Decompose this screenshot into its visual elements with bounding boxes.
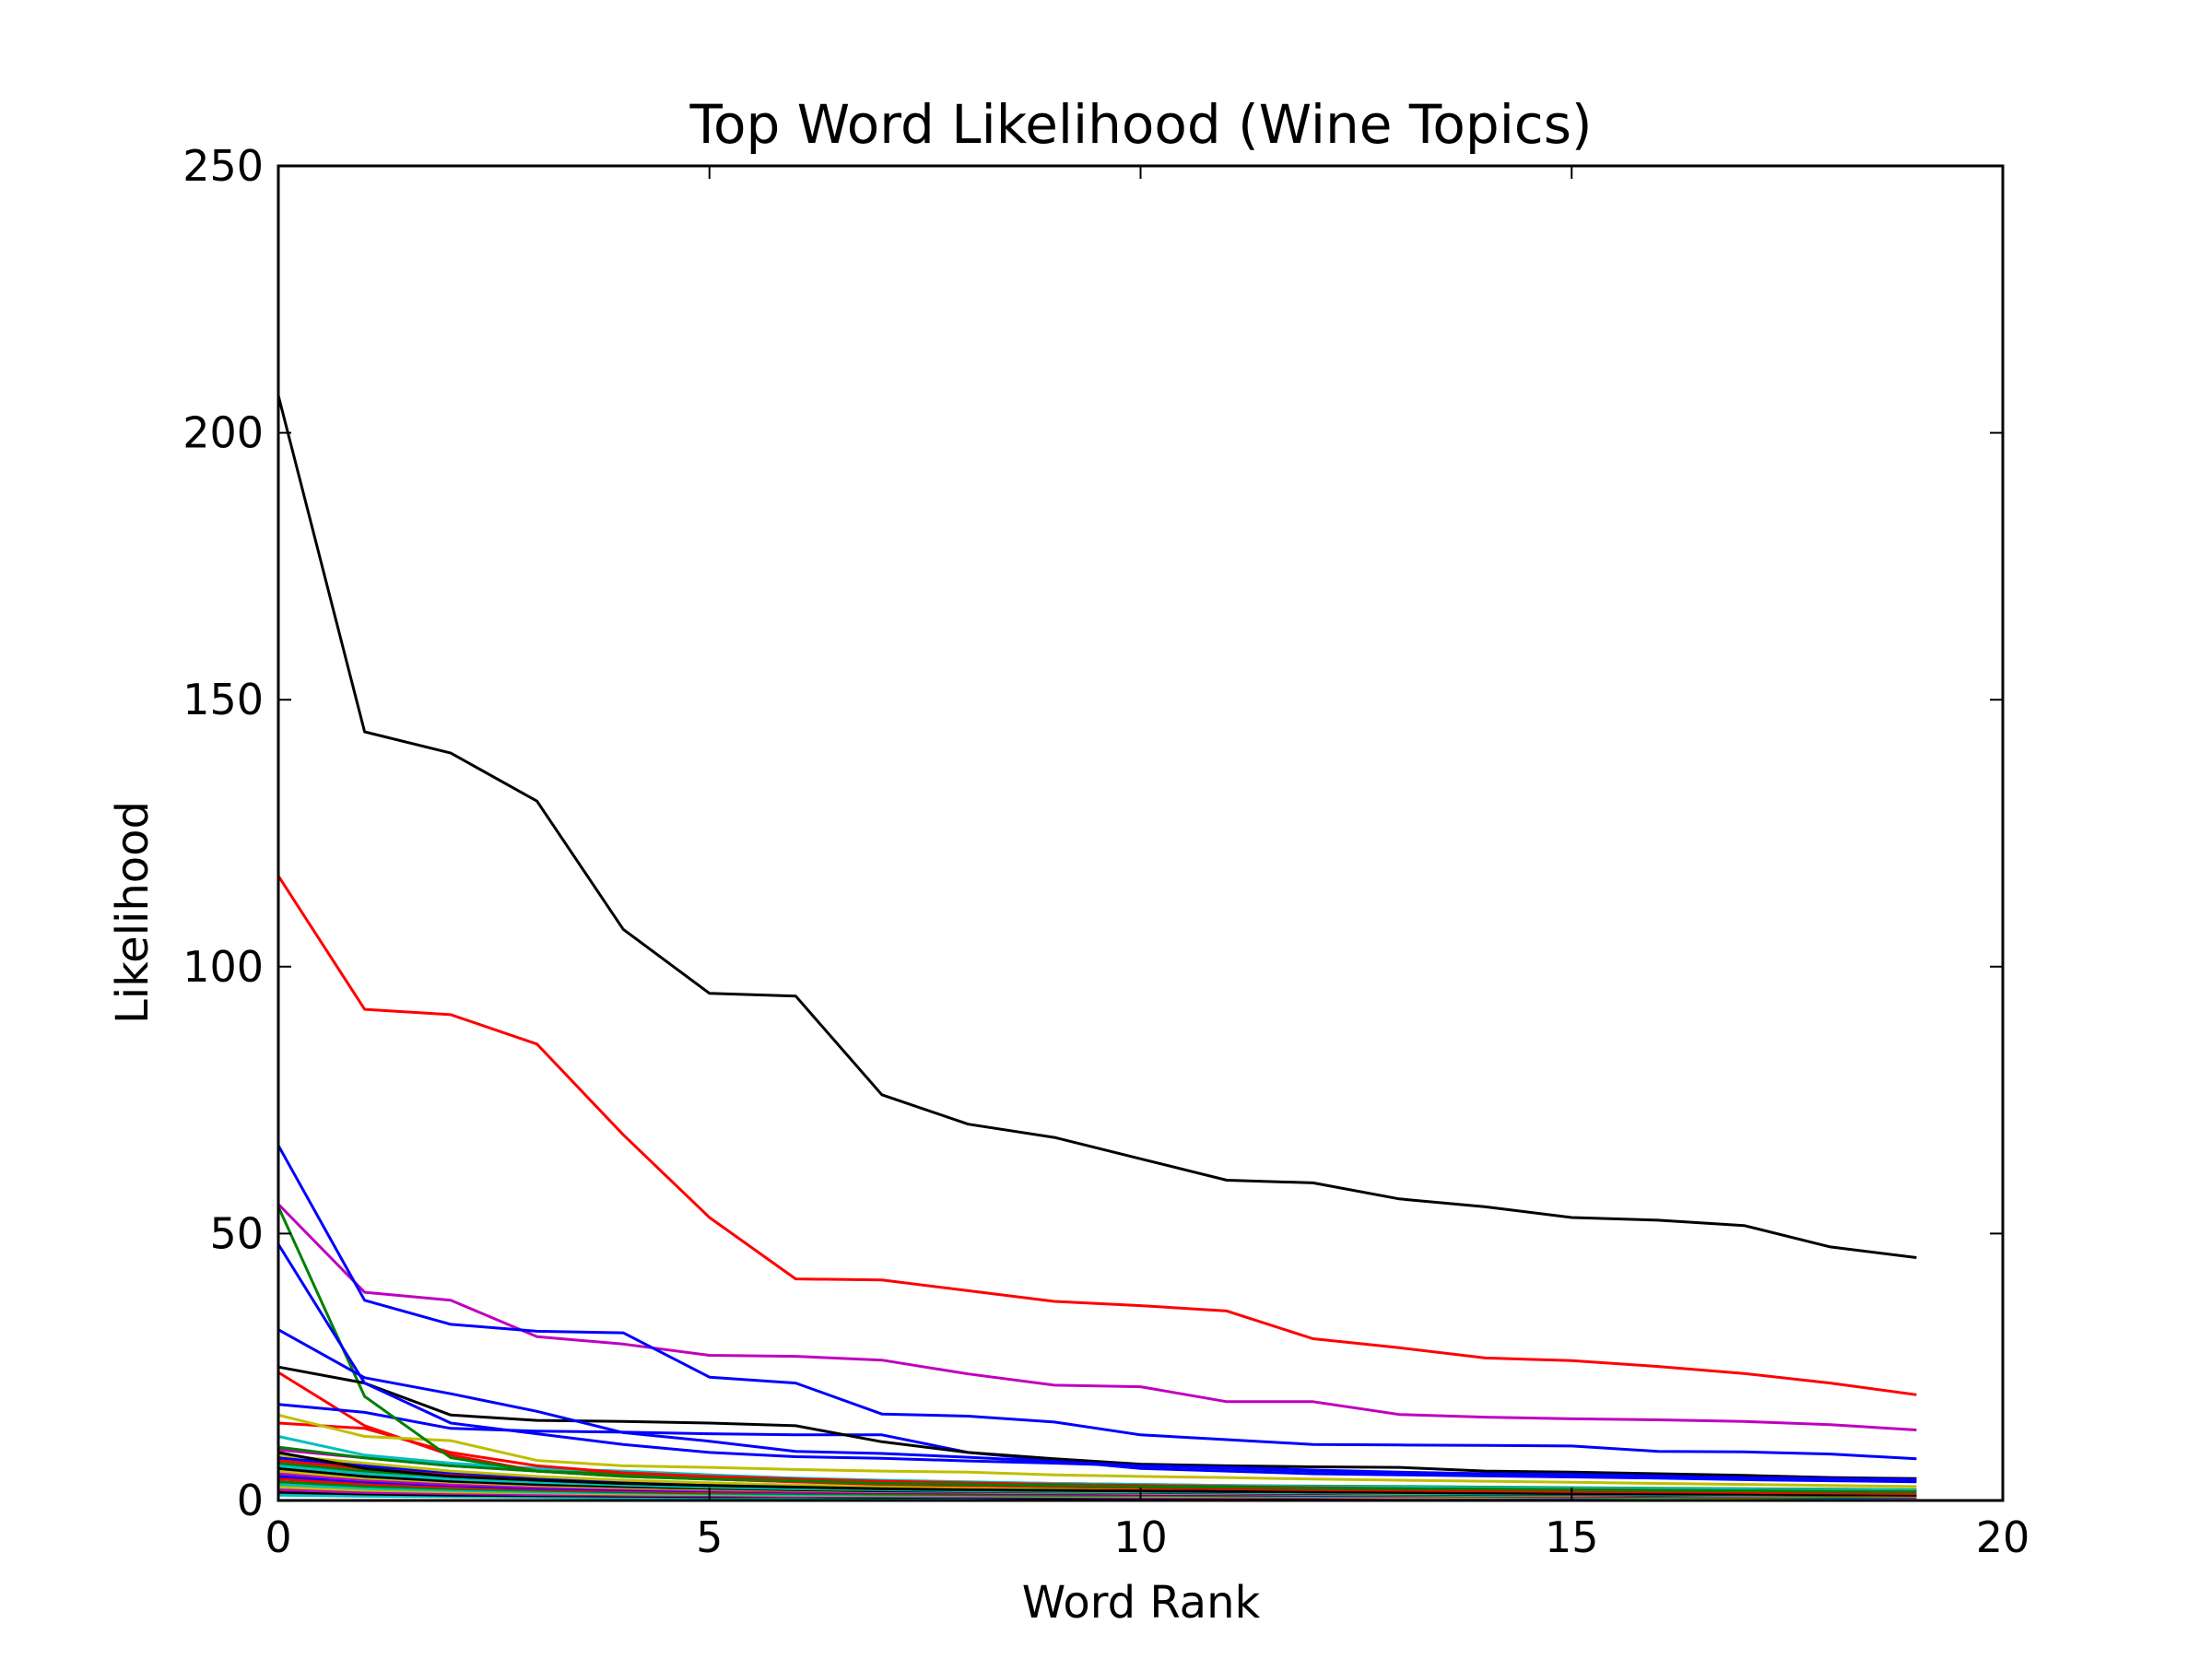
series-line-7	[277, 1365, 1917, 1480]
series-line-2	[276, 875, 1917, 1396]
series-line-4	[276, 1203, 1917, 1431]
series-line-3	[276, 1145, 1917, 1461]
chart-title: Top Word Likelihood (Wine Topics)	[688, 93, 1592, 156]
y-tick-label-200: 200	[182, 408, 264, 458]
x-tick-label-15: 15	[1545, 1512, 1599, 1562]
series-line-8	[276, 1206, 1917, 1494]
y-tick-label-100: 100	[182, 942, 264, 992]
series-line-5	[277, 1328, 1917, 1483]
y-tick-label-150: 150	[182, 675, 264, 724]
x-tick-label-0: 0	[265, 1512, 291, 1562]
y-tick-label-50: 50	[209, 1208, 264, 1258]
x-axis-label: Word Rank	[1022, 1577, 1261, 1629]
y-axis-label: Likelihood	[107, 801, 159, 1024]
series-line-16	[277, 1451, 1917, 1497]
series-line-1	[276, 394, 1917, 1259]
x-tick-label-20: 20	[1976, 1512, 2030, 1562]
y-tick-label-0: 0	[237, 1476, 264, 1525]
y-tick-label-250: 250	[182, 141, 264, 191]
x-tick-label-5: 5	[696, 1512, 723, 1562]
series-line-10	[277, 1413, 1917, 1488]
x-tick-label-10: 10	[1113, 1512, 1168, 1562]
series-layer	[276, 394, 1917, 1501]
plot-frame	[276, 164, 2005, 1502]
